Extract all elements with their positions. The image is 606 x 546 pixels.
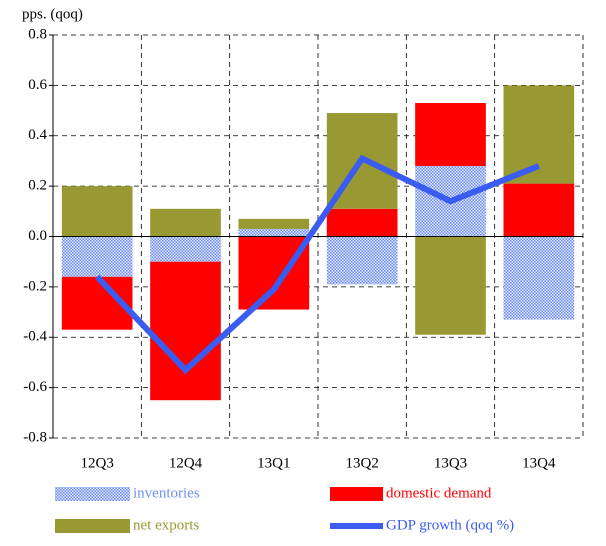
bar-segment bbox=[150, 208, 221, 237]
bar-segment bbox=[150, 236, 221, 262]
bar-segment bbox=[415, 103, 486, 166]
legend-swatch bbox=[55, 519, 130, 533]
y-tick-label: 0.8 bbox=[28, 26, 47, 42]
bar-segment bbox=[326, 208, 398, 237]
x-tick-label: 12Q3 bbox=[80, 455, 113, 471]
x-tick-label: 13Q1 bbox=[257, 455, 290, 471]
legend-swatch bbox=[55, 487, 130, 501]
y-tick-label: 0.6 bbox=[28, 77, 47, 93]
bar-segment bbox=[326, 236, 398, 285]
bar-segment bbox=[61, 236, 133, 277]
bar-segment bbox=[503, 236, 575, 320]
line bbox=[94, 154, 540, 375]
y-tick-label: -0.8 bbox=[23, 429, 47, 445]
y-tick-label: -0.4 bbox=[23, 329, 47, 345]
bar-segment bbox=[415, 236, 486, 335]
y-tick-label: 0.4 bbox=[28, 127, 47, 143]
legend-label: net exports bbox=[133, 517, 199, 533]
bar-segment bbox=[238, 236, 310, 310]
legend-label: GDP growth (qoq %) bbox=[386, 517, 514, 533]
y-tick-label: 0.2 bbox=[28, 178, 47, 194]
bar-segment bbox=[238, 228, 310, 237]
x-tick-label: 13Q4 bbox=[522, 455, 556, 471]
legend-label: domestic demand bbox=[386, 485, 492, 501]
x-tick-label: 13Q2 bbox=[345, 455, 378, 471]
y-tick-label: -0.6 bbox=[23, 379, 47, 395]
legend-swatch bbox=[330, 487, 383, 501]
bar-segment bbox=[503, 183, 575, 237]
legend-label: inventories bbox=[133, 485, 200, 501]
x-tick-label: 13Q3 bbox=[434, 455, 467, 471]
y-axis-label: pps. (qoq) bbox=[22, 6, 83, 22]
bar-segment bbox=[238, 218, 310, 229]
y-tick-label: -0.2 bbox=[23, 278, 47, 294]
x-tick-label: 12Q4 bbox=[169, 455, 203, 471]
bar-segment bbox=[150, 261, 221, 401]
bar-segment bbox=[61, 186, 133, 237]
y-tick-label: 0.0 bbox=[28, 228, 47, 244]
